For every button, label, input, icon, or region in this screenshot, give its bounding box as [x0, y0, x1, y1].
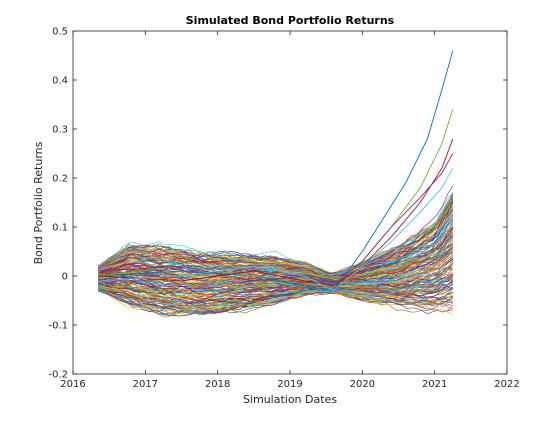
- chart-title: Simulated Bond Portfolio Returns: [186, 14, 395, 27]
- simulation-path: [98, 220, 454, 279]
- simulation-path: [98, 247, 454, 289]
- simulation-path: [98, 198, 454, 274]
- simulation-path: [98, 203, 454, 277]
- y-tick-label: 0.5: [52, 27, 68, 38]
- simulation-path: [98, 194, 454, 274]
- axes-background: [73, 31, 507, 374]
- y-tick-label: -0.2: [48, 370, 68, 381]
- simulation-path: [98, 287, 453, 310]
- simulation-path: [98, 185, 454, 274]
- simulation-path: [98, 194, 454, 275]
- outlier-simulation-path: [98, 50, 454, 292]
- x-tick-label: 2018: [205, 379, 230, 390]
- outlier-simulation-path: [98, 167, 454, 292]
- x-tick-label: 2020: [350, 379, 375, 390]
- simulation-path: [98, 192, 454, 276]
- y-tick-label: 0: [62, 272, 68, 283]
- x-tick-label: 2016: [60, 379, 85, 390]
- y-tick-label: -0.1: [48, 321, 68, 332]
- y-tick-label: 0.2: [52, 174, 68, 185]
- simulation-path: [98, 277, 454, 304]
- y-axis-label: Bond Portfolio Returns: [32, 141, 45, 264]
- y-tick-label: 0.4: [52, 76, 68, 87]
- simulation-path: [98, 236, 454, 287]
- x-tick-label: 2017: [133, 379, 158, 390]
- y-tick-label: 0.1: [52, 223, 68, 234]
- simulation-path: [98, 269, 453, 298]
- x-tick-label: 2019: [277, 379, 302, 390]
- simulation-path: [98, 258, 454, 296]
- ticks-layer: 2016 2017 2018 2019 2020 2021 2022 -0.2 -0.1 0 0.1…: [48, 27, 519, 391]
- simulation-path: [98, 278, 453, 302]
- outlier-simulation-path: [98, 153, 454, 287]
- series-layer: [98, 50, 454, 318]
- simulation-path: [98, 259, 453, 293]
- x-tick-label: 2022: [494, 379, 519, 390]
- simulation-path: [98, 274, 454, 305]
- simulation-path: [98, 210, 454, 276]
- x-tick-label: 2021: [422, 379, 447, 390]
- simulation-path: [98, 250, 454, 288]
- y-tick-label: 0.3: [52, 125, 68, 136]
- x-axis-label: Simulation Dates: [243, 393, 337, 406]
- simulation-path: [98, 275, 453, 301]
